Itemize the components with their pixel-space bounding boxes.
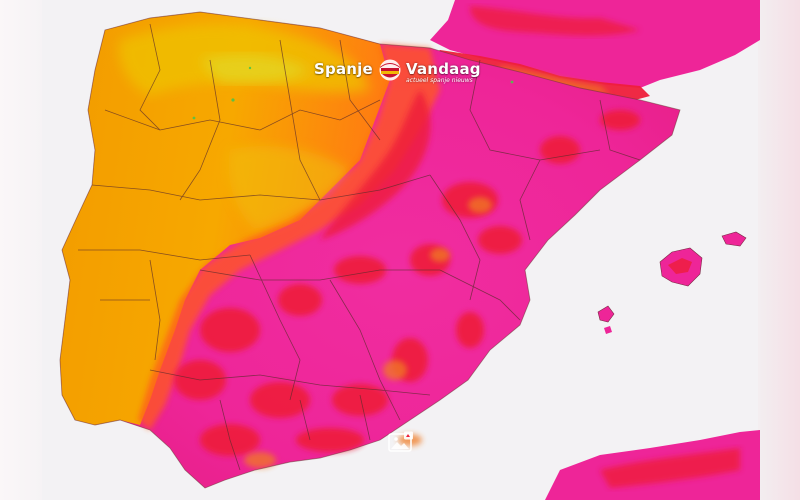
island-ibiza — [597, 305, 615, 323]
transition-belt — [138, 44, 440, 430]
logo-word-right: Vandaag — [406, 60, 481, 78]
watermark-logo: Spanje Vandaag actueel spanje nieuws — [314, 58, 489, 88]
pyrenees-orange — [500, 66, 610, 94]
ebro-red-zone — [320, 90, 431, 240]
france-red-patch — [470, 6, 640, 36]
western-cool-zone — [60, 12, 390, 425]
cool-specks — [192, 66, 514, 120]
logo-tagline: actueel spanje nieuws — [406, 77, 473, 84]
right-margin — [758, 0, 800, 500]
coastline — [59, 11, 681, 489]
central-yellow — [228, 146, 350, 230]
logo-word-left: Spanje — [314, 60, 373, 78]
region-borders — [78, 23, 641, 471]
island-formentera — [604, 326, 612, 334]
flag-badge-icon — [379, 59, 401, 81]
image-placeholder-icon — [388, 431, 413, 452]
left-margin — [0, 0, 42, 500]
mallorca-hot — [668, 258, 692, 274]
cantabrian-highland — [200, 54, 310, 83]
island-menorca — [721, 231, 747, 247]
africa-red-zone — [600, 448, 740, 488]
